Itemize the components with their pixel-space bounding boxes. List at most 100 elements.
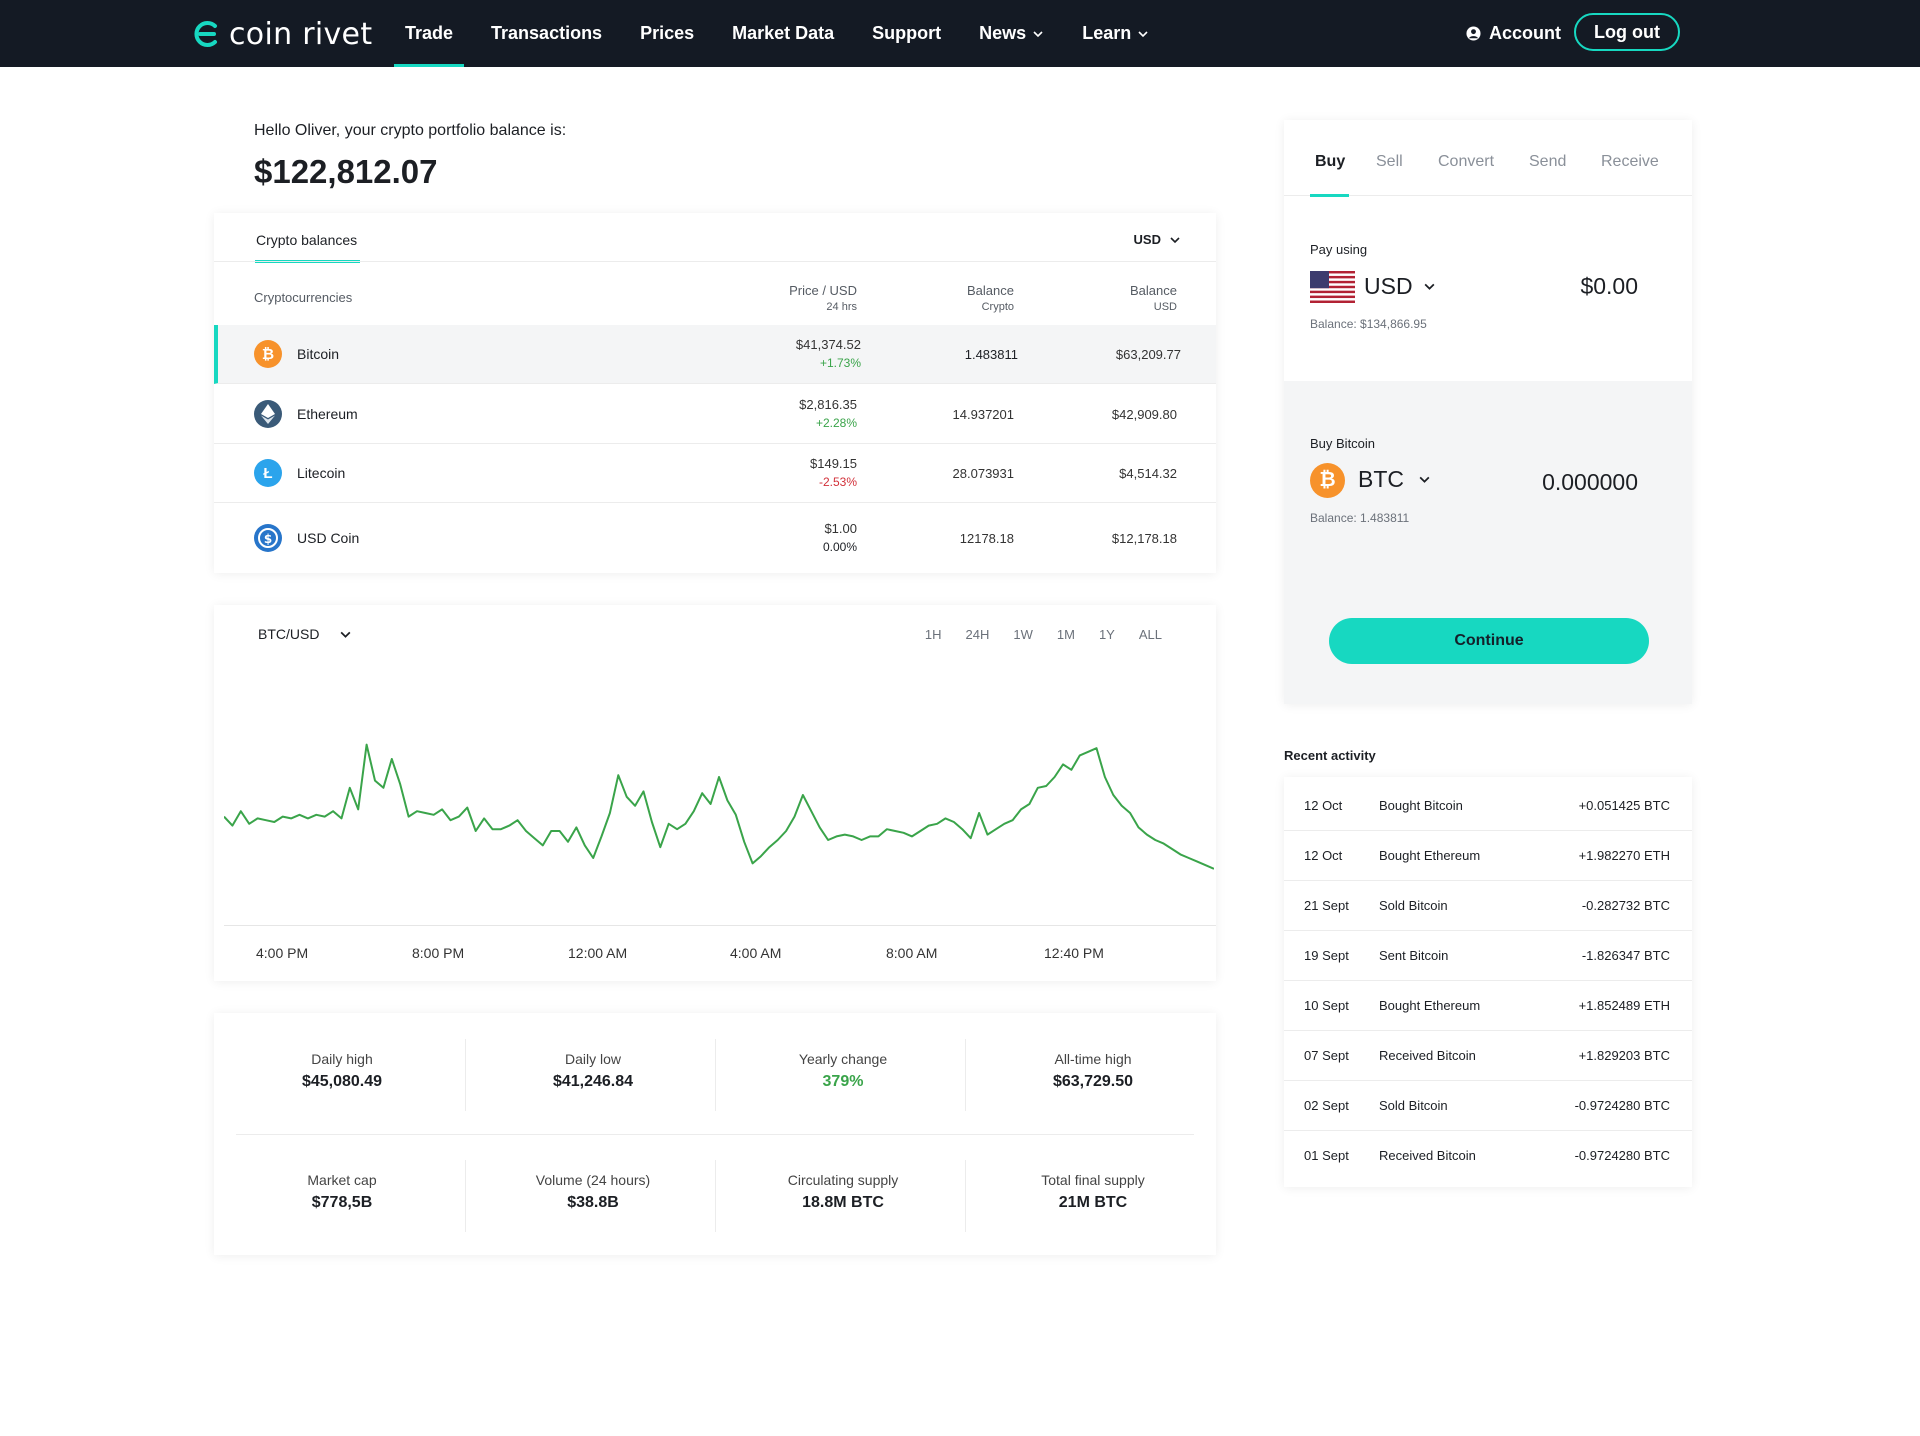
account-link[interactable]: Account (1466, 0, 1561, 67)
pay-currency-value: USD (1364, 273, 1413, 299)
activity-description: Sold Bitcoin (1379, 898, 1448, 913)
svg-text:$: $ (264, 532, 272, 546)
pay-currency-select[interactable]: USD (1364, 273, 1436, 300)
continue-button[interactable]: Continue (1329, 618, 1649, 664)
pay-amount-input[interactable]: $0.00 (1580, 273, 1638, 299)
nav-trade-label: Trade (405, 23, 454, 43)
range-1h[interactable]: 1H (924, 627, 942, 642)
table-row-bitcoin[interactable]: ₿ Bitcoin $41,374.52 +1.73% 1.483811 $63… (214, 325, 1216, 384)
stat-volume: Volume (24 hours) $38.8B (468, 1172, 718, 1212)
crypto-balance: 1.483811 (964, 347, 1018, 362)
crypto-balance: 14.937201 (952, 407, 1014, 422)
stat-label: Market cap (307, 1172, 377, 1188)
price-chart-card: BTC/USD 1H 24H 1W 1M 1Y ALL 4:00 PM 8:00… (214, 605, 1216, 981)
coin-name: Ethereum (297, 406, 358, 422)
tab-convert[interactable]: Convert (1438, 153, 1495, 170)
x-tick-label: 4:00 AM (730, 945, 782, 961)
stat-yearly-change: Yearly change 379% (718, 1051, 968, 1091)
activity-amount: +1.852489 ETH (1578, 998, 1670, 1013)
divider (465, 1039, 466, 1111)
activity-row[interactable]: 02 Sept Sold Bitcoin -0.9724280 BTC (1284, 1081, 1692, 1131)
tab-crypto-balances[interactable]: Crypto balances (255, 232, 361, 263)
stat-value: $45,080.49 (301, 1073, 383, 1090)
buy-currency-select[interactable]: BTC (1358, 466, 1431, 493)
price-line-series (224, 743, 1214, 870)
tab-buy[interactable]: Buy (1310, 153, 1350, 197)
price-cell: $41,374.52 +1.73% (796, 335, 861, 373)
activity-row[interactable]: 12 Oct Bought Ethereum +1.982270 ETH (1284, 831, 1692, 881)
header-cryptocurrencies: Cryptocurrencies (254, 290, 353, 305)
activity-amount: -0.9724280 BTC (1574, 1098, 1670, 1113)
tab-receive[interactable]: Receive (1601, 153, 1659, 170)
currency-select[interactable]: USD (1134, 232, 1181, 247)
range-1m[interactable]: 1M (1056, 627, 1075, 642)
usd-coin-icon: $ (254, 524, 282, 552)
bitcoin-icon: ₿ (1310, 463, 1345, 498)
nav-market-data[interactable]: Market Data (713, 0, 853, 67)
range-all[interactable]: ALL (1138, 627, 1162, 642)
table-row-ethereum[interactable]: Ethereum $2,816.35 +2.28% 14.937201 $42,… (214, 385, 1216, 444)
activity-date: 12 Oct (1304, 798, 1343, 813)
stat-value: $63,729.50 (1052, 1073, 1134, 1090)
logo[interactable]: coin rivet (191, 16, 372, 52)
range-1y[interactable]: 1Y (1098, 627, 1115, 642)
nav-support[interactable]: Support (853, 0, 960, 67)
stat-label: Volume (24 hours) (535, 1172, 651, 1188)
activity-row[interactable]: 07 Sept Received Bitcoin +1.829203 BTC (1284, 1031, 1692, 1081)
price-cell: $149.15 -2.53% (810, 454, 857, 492)
tab-sell[interactable]: Sell (1376, 153, 1403, 170)
stat-label: Daily high (311, 1051, 373, 1067)
usd-balance: $63,209.77 (1115, 347, 1181, 362)
user-icon (1466, 26, 1481, 41)
table-row-litecoin[interactable]: Ł Litecoin $149.15 -2.53% 28.073931 $4,5… (214, 444, 1216, 503)
header-crypto-label: Balance (967, 283, 1014, 298)
activity-description: Sent Bitcoin (1379, 948, 1449, 963)
buy-amount-input[interactable]: 0.000000 (1542, 469, 1638, 495)
activity-description: Received Bitcoin (1379, 1048, 1476, 1063)
price-line-chart[interactable] (224, 705, 1214, 885)
x-tick-label: 12:00 AM (568, 945, 628, 961)
price-change: 0.00% (822, 540, 857, 554)
activity-date: 19 Sept (1304, 948, 1349, 963)
stat-value: $41,246.84 (552, 1073, 634, 1090)
x-tick-label: 8:00 PM (412, 945, 465, 961)
activity-row[interactable]: 21 Sept Sold Bitcoin -0.282732 BTC (1284, 881, 1692, 931)
stat-label: Daily low (564, 1051, 621, 1067)
header-usd-label: Balance (1130, 283, 1177, 298)
activity-amount: +0.051425 BTC (1578, 798, 1670, 813)
nav-transactions-label: Transactions (491, 23, 603, 43)
activity-date: 07 Sept (1304, 1048, 1349, 1063)
litecoin-icon: Ł (254, 459, 282, 487)
pay-using-label: Pay using (1310, 242, 1368, 257)
price-cell: $1.00 0.00% (823, 519, 857, 557)
header-balance-usd: Balance USD (1130, 283, 1177, 315)
activity-row[interactable]: 19 Sept Sent Bitcoin -1.826347 BTC (1284, 931, 1692, 981)
activity-row[interactable]: 12 Oct Bought Bitcoin +0.051425 BTC (1284, 781, 1692, 831)
stat-value: 21M BTC (1058, 1194, 1128, 1211)
pay-balance: Balance: $134,866.95 (1310, 317, 1427, 331)
table-row-usd-coin[interactable]: $ USD Coin $1.00 0.00% 12178.18 $12,178.… (214, 503, 1216, 573)
range-1w[interactable]: 1W (1013, 627, 1033, 642)
nav-trade[interactable]: Trade (386, 0, 472, 67)
pair-select[interactable]: BTC/USD (258, 626, 352, 642)
activity-row[interactable]: 01 Sept Received Bitcoin -0.9724280 BTC (1284, 1131, 1692, 1181)
logout-button[interactable]: Log out (1574, 13, 1680, 51)
nav-learn[interactable]: Learn (1063, 0, 1168, 67)
nav-prices[interactable]: Prices (621, 0, 713, 67)
price-value: $149.15 (810, 456, 857, 471)
tab-send[interactable]: Send (1529, 153, 1567, 170)
stat-all-time-high: All-time high $63,729.50 (968, 1051, 1218, 1091)
activity-amount: -0.9724280 BTC (1574, 1148, 1670, 1163)
buy-balance: Balance: 1.483811 (1310, 511, 1410, 525)
divider (715, 1039, 716, 1111)
stat-market-cap: Market cap $778,5B (217, 1172, 467, 1212)
activity-date: 01 Sept (1304, 1148, 1349, 1163)
activity-row[interactable]: 10 Sept Bought Ethereum +1.852489 ETH (1284, 981, 1692, 1031)
price-change: -2.53% (818, 475, 857, 489)
nav-news[interactable]: News (960, 0, 1063, 67)
range-24h[interactable]: 24H (965, 627, 990, 642)
header-price-sub: 24 hrs (826, 301, 857, 313)
x-tick-label: 12:40 PM (1044, 945, 1104, 961)
price-value: $1.00 (824, 521, 857, 536)
nav-transactions[interactable]: Transactions (472, 0, 621, 67)
